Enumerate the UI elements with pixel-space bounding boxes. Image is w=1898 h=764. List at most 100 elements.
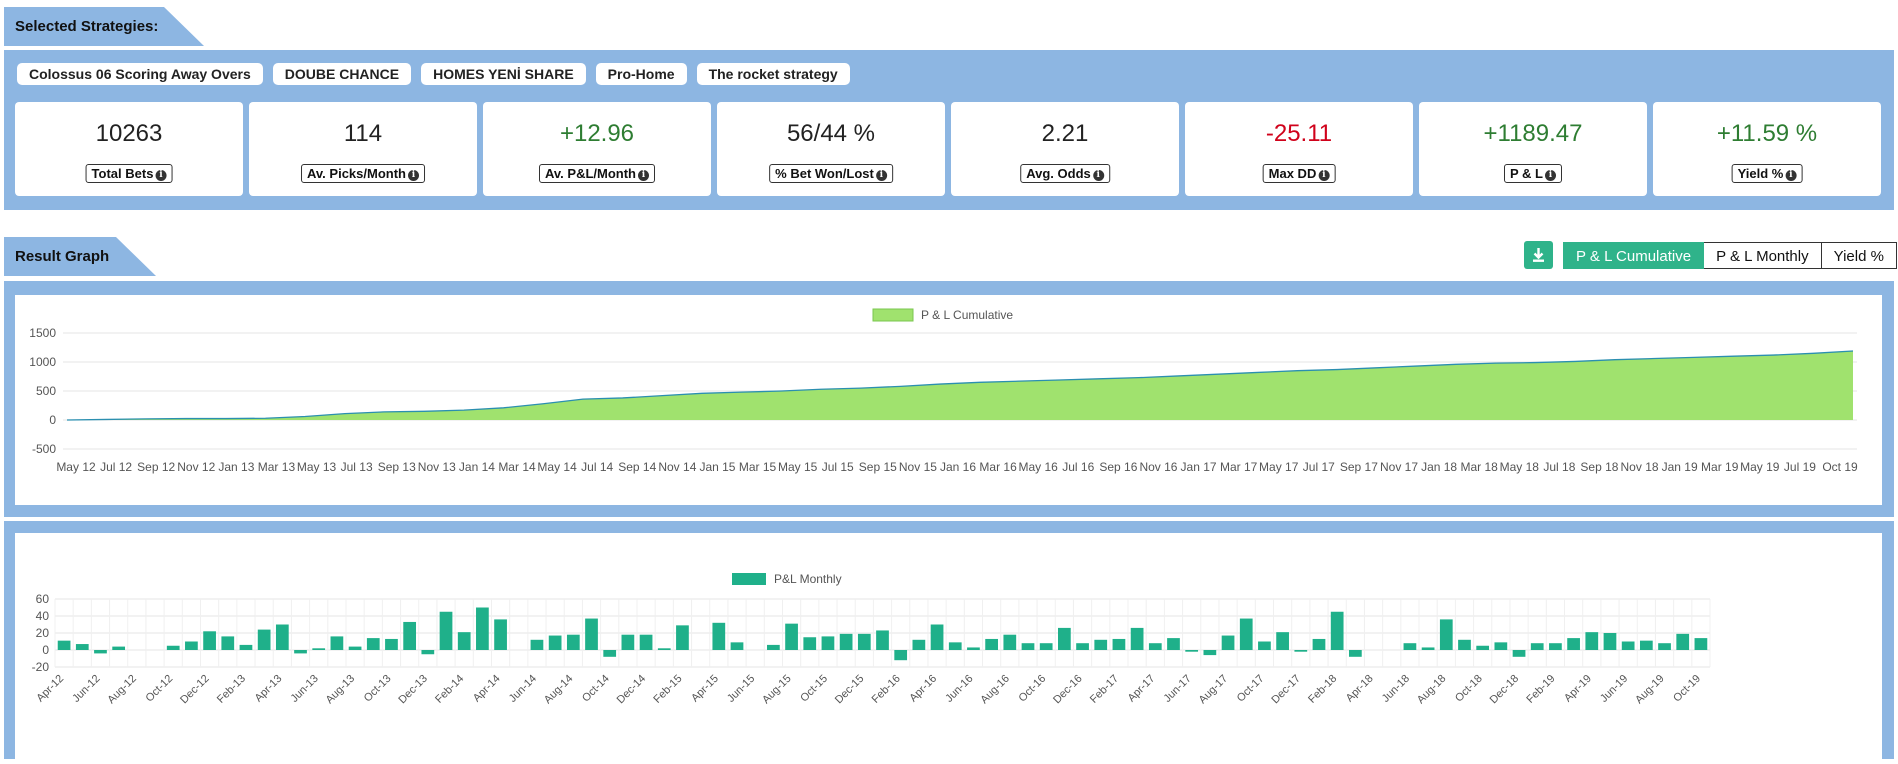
x-tick-label: Mar 16	[979, 460, 1017, 474]
monthly-bar	[1003, 634, 1017, 650]
x-tick-label: Oct-18	[1453, 673, 1485, 705]
monthly-bar	[494, 619, 507, 650]
monthly-bar	[1494, 642, 1508, 650]
info-icon[interactable]: i	[407, 170, 419, 181]
monthly-bar	[385, 638, 398, 650]
monthly-bar	[566, 634, 580, 650]
x-tick-label: Sep 14	[618, 460, 656, 474]
info-icon[interactable]: i	[1785, 170, 1797, 181]
x-tick-label: Jul 17	[1303, 460, 1335, 474]
monthly-bar	[294, 650, 307, 654]
x-tick-label: Jun-19	[1598, 673, 1630, 705]
x-tick-label: Aug-13	[324, 673, 358, 707]
graph-mode-button[interactable]: P & L Cumulative	[1563, 242, 1705, 269]
stat-value: +12.96	[559, 120, 635, 147]
monthly-bar	[1348, 650, 1362, 657]
monthly-bar	[1221, 635, 1235, 650]
monthly-bar	[603, 650, 617, 657]
stat-label: Max DD	[1268, 166, 1317, 181]
info-icon[interactable]: i	[1545, 170, 1556, 181]
y-tick-label: 60	[36, 592, 50, 606]
x-tick-label: Mar 13	[258, 460, 296, 474]
info-icon[interactable]: i	[875, 170, 887, 181]
x-tick-label: Feb-14	[433, 673, 466, 706]
monthly-bar	[985, 638, 998, 650]
monthly-bar	[1476, 645, 1490, 650]
x-tick-label: Jul 13	[341, 460, 373, 474]
stat-value: +1189.47	[1483, 120, 1583, 147]
monthly-bar	[930, 624, 944, 650]
x-tick-label: Aug-19	[1633, 673, 1667, 707]
strategy-chip: HOMES YENİ SHARE	[421, 63, 586, 85]
x-tick-label: Nov 14	[658, 460, 696, 474]
x-tick-label: Oct-15	[798, 673, 830, 705]
cumulative-line	[66, 350, 1854, 421]
graph-mode-button[interactable]: P & L Monthly	[1704, 242, 1822, 269]
monthly-bar	[1167, 638, 1180, 650]
stat-value: 10263	[95, 120, 163, 147]
monthly-bar	[1639, 640, 1653, 650]
monthly-bar	[1530, 643, 1544, 650]
info-icon[interactable]: i	[1092, 170, 1104, 181]
monthly-bar	[1676, 633, 1690, 650]
x-tick-label: Apr-13	[253, 673, 285, 705]
strategy-chip: DOUBE CHANCE	[272, 63, 412, 85]
monthly-bar	[439, 611, 453, 650]
x-tick-label: Feb-17	[1088, 673, 1121, 706]
x-tick-label: Jan 17	[1181, 460, 1217, 474]
graph-mode-button[interactable]: Yield %	[1821, 242, 1897, 269]
x-tick-label: Jun-15	[725, 673, 757, 705]
stat-label: Av. Picks/Month	[307, 166, 406, 181]
monthly-bar	[767, 644, 780, 650]
monthly-bar	[1603, 633, 1617, 650]
monthly-bar	[1148, 643, 1162, 650]
stat-label: % Bet Won/Lost	[775, 166, 874, 181]
stat-label-box: Max DD i	[1262, 164, 1336, 183]
legend-label: P&L Monthly	[774, 572, 842, 586]
stat-value: 56/44 %	[786, 120, 876, 147]
monthly-bar	[1130, 627, 1144, 650]
y-tick-label: -20	[32, 660, 50, 674]
monthly-bar	[676, 625, 689, 650]
graph-mode-toggle: P & L Cumulative P & L Monthly Yield %	[1563, 242, 1897, 269]
info-icon[interactable]: i	[155, 170, 167, 181]
legend-label: P & L Cumulative	[921, 308, 1013, 322]
download-button[interactable]	[1524, 241, 1553, 269]
x-tick-label: Oct-13	[362, 673, 394, 705]
info-icon[interactable]: i	[638, 170, 649, 181]
x-tick-label: Aug-18	[1415, 673, 1449, 707]
monthly-bar	[1258, 641, 1271, 650]
x-tick-label: Jan 14	[459, 460, 495, 474]
monthly-bar	[585, 618, 598, 650]
monthly-bar	[530, 639, 544, 650]
x-tick-label: Nov 13	[418, 460, 456, 474]
x-tick-label: Mar 19	[1701, 460, 1739, 474]
monthly-bar	[166, 645, 180, 650]
x-tick-label: Oct-19	[1671, 673, 1703, 705]
strategy-chip: Colossus 06 Scoring Away Overs	[17, 63, 263, 85]
monthly-bar	[275, 624, 289, 650]
info-icon[interactable]: i	[1318, 170, 1330, 181]
x-tick-label: Jun-18	[1380, 673, 1412, 705]
x-tick-label: Mar 17	[1220, 460, 1258, 474]
monthly-bar	[876, 630, 889, 650]
monthly-bar	[1330, 611, 1344, 650]
x-tick-label: Jun-16	[943, 673, 975, 705]
monthly-bar	[203, 631, 216, 650]
monthly-bar	[1276, 632, 1289, 650]
stat-label-box: Total Bets i	[85, 164, 173, 183]
monthly-bar	[857, 633, 871, 650]
monthly-bar	[1039, 643, 1053, 650]
monthly-bar	[1239, 618, 1253, 650]
monthly-bar	[1549, 643, 1562, 650]
x-tick-label: Jun-17	[1162, 673, 1194, 705]
stat-label-box: Av. P&L/Month i	[539, 164, 655, 183]
y-tick-label: 1000	[29, 355, 56, 369]
monthly-bar	[366, 638, 380, 650]
x-tick-label: Jun-14	[507, 673, 539, 705]
x-tick-label: May 15	[778, 460, 818, 474]
monthly-bar	[57, 640, 71, 650]
monthly-bar	[1203, 650, 1217, 656]
monthly-bar	[403, 621, 417, 650]
